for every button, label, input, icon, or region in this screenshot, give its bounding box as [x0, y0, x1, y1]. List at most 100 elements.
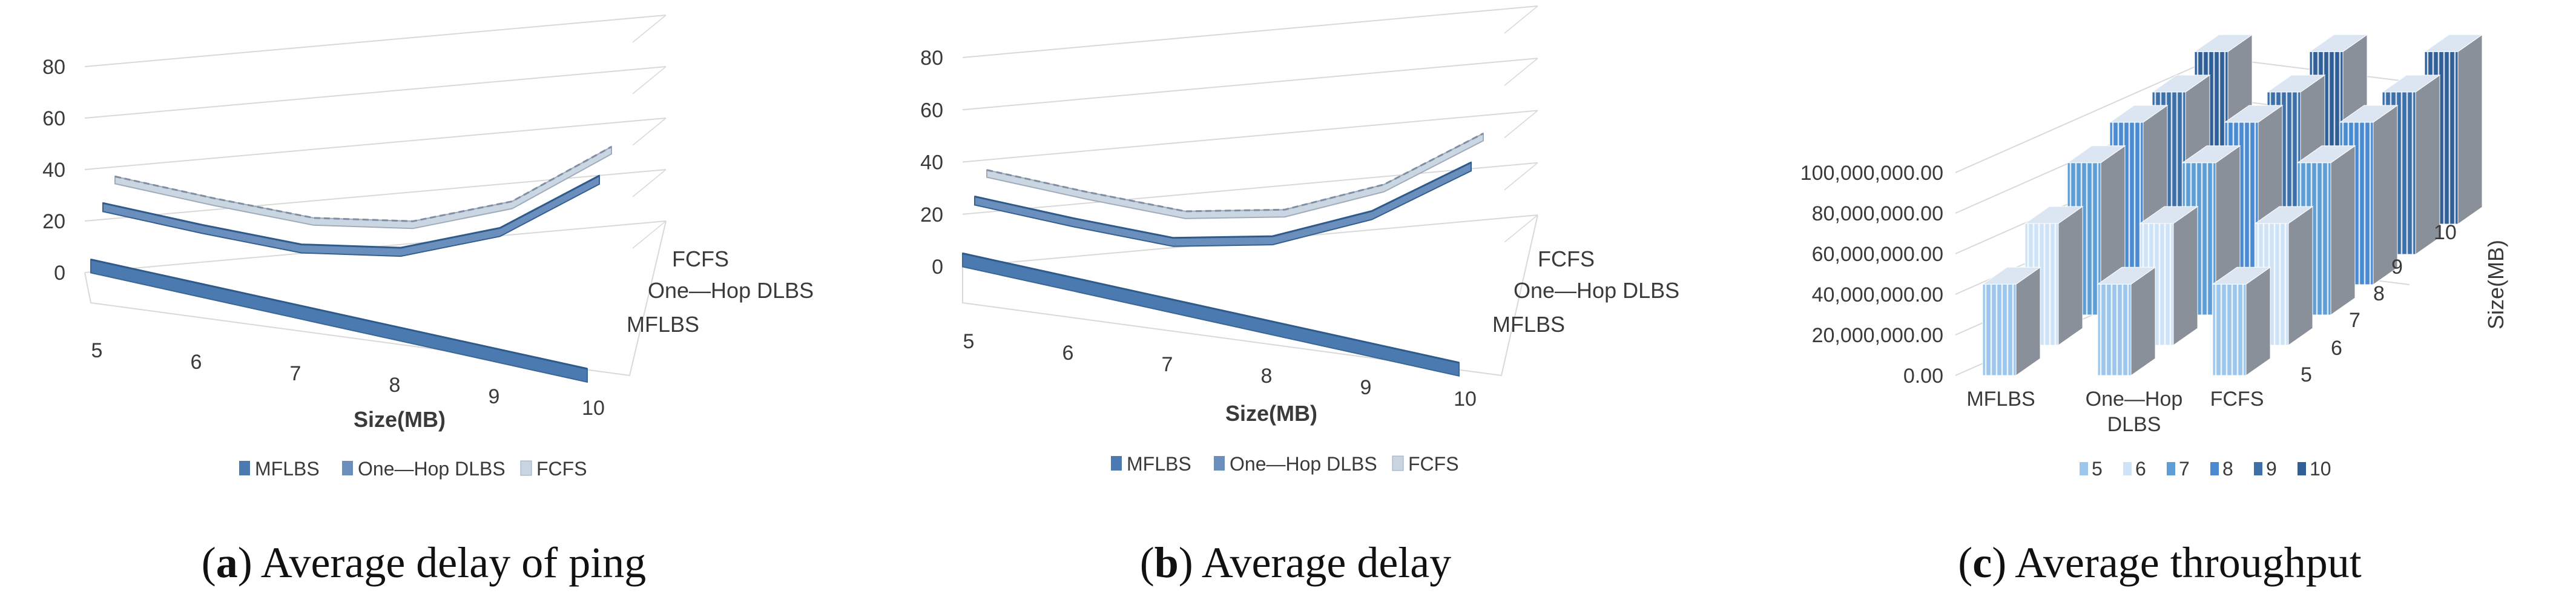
bar-top: [2381, 74, 2441, 93]
panel-average-throughput: 0.00 20,000,000.00 40,000,000.00 60,000,000…: [1744, 0, 2576, 605]
legend-label: One—Hop DLBS: [358, 458, 506, 480]
legend-swatch: [2298, 462, 2306, 475]
depth-label-fcfs: FCFS: [1538, 246, 1595, 271]
panel-average-delay-of-ping: 0 20 40 60 80 5 6 7 8 9 10 FCFS One—Hop DLBS MFLBS Siz…: [0, 0, 848, 605]
y-tick-label: 20: [42, 210, 65, 233]
x-tick-label: 7: [290, 362, 301, 385]
y-tick-label: 0.00: [1903, 365, 1943, 388]
y-tick-label: 0: [932, 256, 943, 279]
depth-tick-label: 7: [2349, 309, 2360, 332]
legend-label: 9: [2266, 458, 2277, 480]
y-tick-label: 80: [42, 56, 65, 79]
depth-label-mflbs: MFLBS: [1492, 312, 1565, 337]
gridline: [632, 66, 667, 94]
caption-c: (c) Average throughput: [1958, 538, 2362, 587]
caption-text: Average delay: [1201, 538, 1452, 587]
caption-letter: a: [216, 538, 238, 587]
legend-swatch: [2167, 462, 2175, 475]
gridline: [84, 15, 667, 67]
gridline: [84, 169, 667, 222]
floor-edge: [84, 220, 667, 377]
legend-swatch: [239, 461, 250, 475]
mflbs-ribbon: [962, 253, 1460, 377]
legend-swatch: [1214, 456, 1225, 471]
legend-label: FCFS: [1408, 453, 1459, 475]
x-tick-label: 6: [1062, 342, 1074, 365]
x-tick-label: 9: [1360, 376, 1372, 399]
caption-text: Average throughput: [2015, 538, 2362, 587]
x-axis-title: Size(MB): [354, 407, 446, 432]
bar-front: [2097, 283, 2132, 376]
fcfs-ribbon: [114, 145, 612, 230]
bar-top: [2254, 206, 2314, 224]
legend-swatch: [2254, 462, 2262, 475]
bar-side: [2058, 206, 2083, 346]
bar-top: [2193, 34, 2253, 52]
bar-front: [2212, 283, 2247, 376]
bar-top: [2109, 105, 2169, 123]
caption-b: (b) Average delay: [1139, 538, 1452, 587]
y-tick-label: 20,000,000.00: [1812, 324, 1943, 347]
y-tick-label: 0: [54, 262, 65, 285]
onehop-ribbon-edge: [974, 161, 1472, 239]
y-tick-label: 100,000,000.00: [1800, 162, 1943, 185]
gridline: [84, 117, 667, 170]
mflbs-ribbon: [90, 259, 588, 383]
gridline: [84, 66, 667, 119]
y-tick-label: 60: [42, 107, 65, 130]
gridline: [1955, 57, 2216, 173]
gridline: [962, 58, 1538, 111]
bar-top: [2024, 206, 2084, 224]
depth-label-mflbs: MFLBS: [627, 312, 699, 337]
depth-tick-label: 6: [2331, 337, 2342, 360]
gridline: [962, 110, 1538, 163]
legend-label: FCFS: [536, 458, 587, 480]
legend-swatch: [2080, 462, 2088, 475]
y-tick-label: 80,000,000.00: [1812, 202, 1943, 225]
y-tick-label: 40: [42, 159, 65, 182]
panel-average-delay: 0 20 40 60 80 5 6 7 8 9 10 FCFS One—Hop DLBS MFLBS Siz…: [872, 0, 1719, 605]
bar-chart-3d-c: 0.00 20,000,000.00 40,000,000.00 60,000,000…: [1800, 34, 2508, 480]
bar-top: [2224, 105, 2284, 123]
bar-side: [2130, 266, 2156, 376]
bar-top: [2139, 206, 2199, 224]
bar-top: [2066, 145, 2126, 164]
gridline: [632, 15, 667, 43]
legend-label: 5: [2092, 458, 2103, 480]
gridline: [962, 162, 1538, 215]
x-tick-label: 10: [1454, 388, 1477, 411]
caption-letter: b: [1154, 538, 1179, 587]
onehop-ribbon-edge: [102, 174, 600, 249]
legend-label: 6: [2135, 458, 2146, 480]
legend-label: MFLBS: [255, 458, 320, 480]
bar-top: [2423, 34, 2483, 52]
legend-swatch: [2210, 462, 2219, 475]
legend-label: 7: [2179, 458, 2190, 480]
legend-swatch: [2123, 462, 2132, 475]
x-tick-label: 9: [489, 385, 500, 408]
bar-top: [2339, 105, 2399, 123]
bar-top: [2151, 74, 2211, 93]
bar-top: [2212, 266, 2271, 285]
x-tick-label: 7: [1162, 353, 1173, 376]
bar-top: [2308, 34, 2368, 52]
y-tick-label: 40: [920, 151, 943, 174]
floor-edge: [962, 214, 1538, 377]
gridline: [1504, 58, 1538, 86]
bar-side: [2015, 266, 2041, 376]
x-tick-label: One—Hop: [2086, 388, 2183, 411]
x-tick-label: 8: [1261, 365, 1273, 388]
x-tick-label: 8: [389, 374, 401, 397]
bar-top: [2097, 266, 2156, 285]
bar-side: [2288, 206, 2313, 346]
bar-side: [2330, 145, 2356, 316]
x-tick-label: 6: [191, 351, 202, 374]
legend-swatch: [1392, 455, 1404, 471]
bar-side: [2457, 34, 2483, 225]
legend-swatch: [1111, 456, 1122, 471]
line-chart-3d-a: 0 20 40 60 80 5 6 7 8 9 10 FCFS One—Hop DLBS MFLBS Siz…: [42, 15, 814, 480]
depth-label-onehop: One—Hop DLBS: [648, 278, 814, 303]
x-axis-title: Size(MB): [1225, 401, 1317, 426]
x-tick-label: 10: [582, 397, 605, 420]
y-tick-label: 40,000,000.00: [1812, 283, 1943, 306]
